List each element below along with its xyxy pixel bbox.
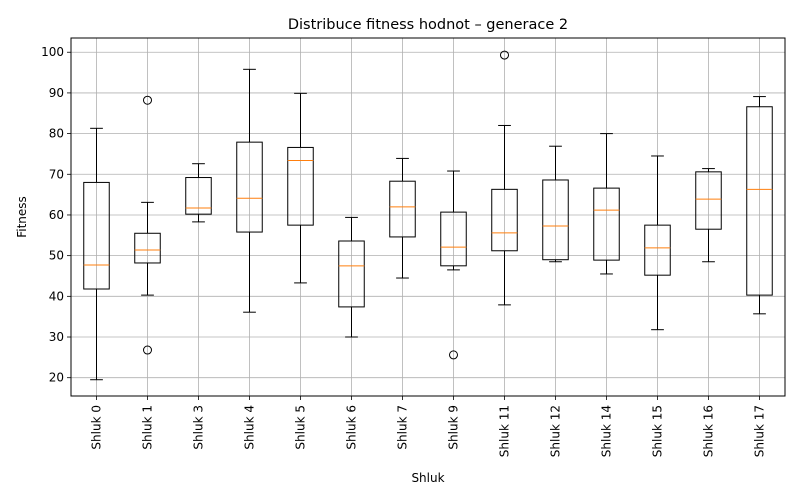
iqr-box [746,106,773,296]
box-group [593,133,620,275]
iqr-box [695,171,722,230]
x-tick-label: Shluk 6 [345,405,359,450]
box-group [542,145,569,263]
tick-layer: 20 30 40 50 60 70 80 90 100 Shluk 0 Shluk 1 Shluk 3… [41,45,766,457]
x-tick-label: Shluk 1 [141,405,155,450]
box-group [695,168,722,263]
box-group [491,50,518,306]
iqr-box [440,211,467,267]
y-tick-label: 70 [49,167,64,181]
plot-frame [70,37,786,397]
x-tick-label: Shluk 9 [447,405,461,450]
box-group [338,216,365,338]
x-tick-label: Shluk 0 [90,405,104,450]
x-tick-label: Shluk 16 [702,405,716,457]
y-tick-label: 80 [49,127,64,141]
box-group [134,95,161,355]
box-group [389,157,416,279]
box-group [440,170,467,360]
iqr-box [83,181,110,290]
x-tick-label: Shluk 14 [600,405,614,457]
iqr-box [287,146,314,226]
iqr-box [644,224,671,276]
y-tick-label: 50 [49,249,64,263]
x-tick-label: Shluk 7 [396,405,410,450]
x-tick-label: Shluk 4 [243,405,257,450]
outlier-point [143,345,152,355]
x-tick-label: Shluk 3 [192,405,206,450]
iqr-box [593,187,620,261]
iqr-box [185,177,212,215]
y-tick-label: 60 [49,208,64,222]
outlier-point [449,350,458,360]
x-axis-title: Shluk [411,471,444,485]
y-tick-label: 90 [49,86,64,100]
x-tick-label: Shluk 15 [651,405,665,457]
iqr-box [389,180,416,238]
y-axis-title: Fitness [15,196,29,238]
y-tick-label: 30 [49,330,64,344]
y-tick-label: 100 [41,45,64,59]
iqr-box [491,188,518,252]
y-tick-label: 20 [49,371,64,385]
outlier-point [500,50,509,60]
iqr-box [542,179,569,261]
iqr-box [236,141,263,233]
x-tick-label: Shluk 12 [549,405,563,457]
box-group [287,92,314,284]
box-group [644,155,671,331]
box-group [746,96,773,315]
iqr-box [338,240,365,308]
chart-title: Distribuce fitness hodnot – generace 2 [288,17,568,33]
x-tick-label: Shluk 17 [753,405,767,457]
x-tick-label: Shluk 11 [498,405,512,457]
box-group [83,127,110,381]
outlier-point [143,95,152,105]
x-tick-label: Shluk 5 [294,405,308,450]
box-group [236,68,263,313]
box-group [185,163,212,223]
box-layer [83,50,773,381]
iqr-box [134,232,161,264]
y-tick-label: 40 [49,289,64,303]
